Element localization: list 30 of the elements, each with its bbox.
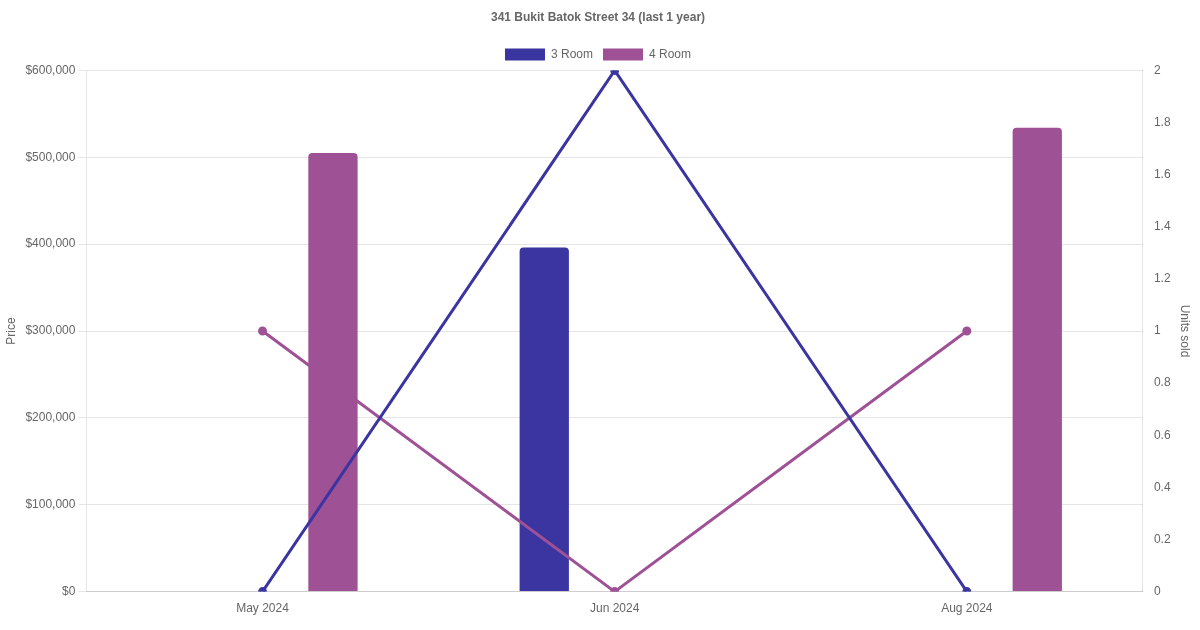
y2-tick-label: 0.6 [1153,427,1171,442]
y2-tick-label: 0 [1153,583,1161,598]
y2-axis-title: Units sold [1178,304,1193,358]
chart-title: 341 Bukit Batok Street 34 (last 1 year) [490,9,706,24]
y2-tick-label: 0.4 [1153,479,1171,494]
y2-tick-label: 1.6 [1153,166,1171,181]
y2-tick-label: 1.4 [1153,219,1171,234]
point [962,326,972,336]
y-tick-label: $600,000 [25,62,76,77]
y-tick-label: $200,000 [25,410,76,425]
y-tick-label: $300,000 [25,323,76,338]
y-tick-label: $0 [62,583,76,598]
bar [519,247,569,592]
y2-tick-label: 1.8 [1153,114,1171,129]
x-tick-label: May 2024 [236,601,290,616]
y2-tick-label: 0.2 [1153,531,1171,546]
y2-tick-label: 1.2 [1153,271,1171,286]
y-tick-label: $100,000 [25,497,76,512]
y2-tick-label: 0.8 [1153,375,1171,390]
x-tick-label: Aug 2024 [941,601,993,616]
y-axis-title: Price [3,317,18,345]
y-tick-label: $400,000 [25,236,76,251]
y-tick-label: $500,000 [25,149,76,164]
legend-label: 3 Room [550,46,594,61]
y2-tick-label: 1 [1153,323,1161,338]
y2-tick-label: 2 [1153,62,1161,77]
legend-label: 4 Room [649,46,692,61]
bar [1012,127,1062,592]
x-tick-label: Jun 2024 [589,601,640,616]
point [258,326,268,336]
